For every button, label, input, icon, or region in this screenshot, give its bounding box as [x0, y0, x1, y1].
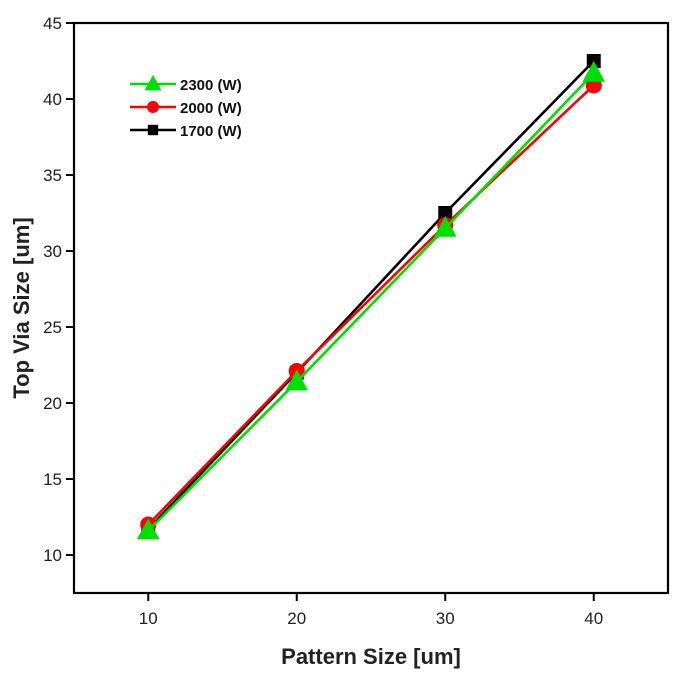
y-tick-label: 20 — [43, 394, 62, 413]
x-tick-label: 20 — [287, 609, 306, 628]
data-point-triangle — [285, 369, 309, 391]
legend-item: 2300 (W) — [130, 74, 242, 94]
series-layer — [136, 54, 606, 540]
legend-marker-square — [147, 124, 159, 136]
data-point-triangle — [582, 60, 606, 82]
plot-frame — [72, 21, 670, 595]
y-tick-label: 15 — [43, 470, 62, 489]
legend: 2300 (W) 2000 (W) 1700 (W) — [130, 74, 242, 140]
data-point-triangle — [433, 215, 457, 237]
x-tick-label: 10 — [139, 609, 158, 628]
legend-marker-triangle — [144, 74, 162, 91]
x-axis: 10 20 30 40 — [139, 593, 603, 628]
legend-label: 2300 (W) — [180, 77, 242, 94]
data-point-triangle — [136, 518, 160, 540]
x-tick-label: 30 — [436, 609, 455, 628]
y-tick-label: 10 — [43, 546, 62, 565]
legend-label: 1700 (W) — [180, 123, 242, 140]
legend-label: 2000 (W) — [180, 100, 242, 117]
plot-area — [72, 21, 670, 595]
y-tick-label: 35 — [43, 166, 62, 185]
series-2300-w — [136, 60, 606, 540]
y-tick-label: 40 — [43, 90, 62, 109]
x-axis-title: Pattern Size [um] — [281, 644, 461, 669]
legend-item: 1700 (W) — [130, 123, 242, 140]
y-tick-label: 25 — [43, 318, 62, 337]
legend-item: 2000 (W) — [130, 100, 242, 117]
x-tick-label: 40 — [584, 609, 603, 628]
y-axis: 10 15 20 25 30 35 40 45 — [43, 14, 74, 565]
y-tick-label: 30 — [43, 242, 62, 261]
series-line — [147, 60, 595, 531]
y-axis-title: Top Via Size [um] — [9, 217, 34, 398]
y-tick-label: 45 — [43, 14, 62, 33]
legend-marker-circle — [147, 101, 159, 113]
series-line — [147, 84, 595, 526]
series-line — [147, 72, 595, 532]
